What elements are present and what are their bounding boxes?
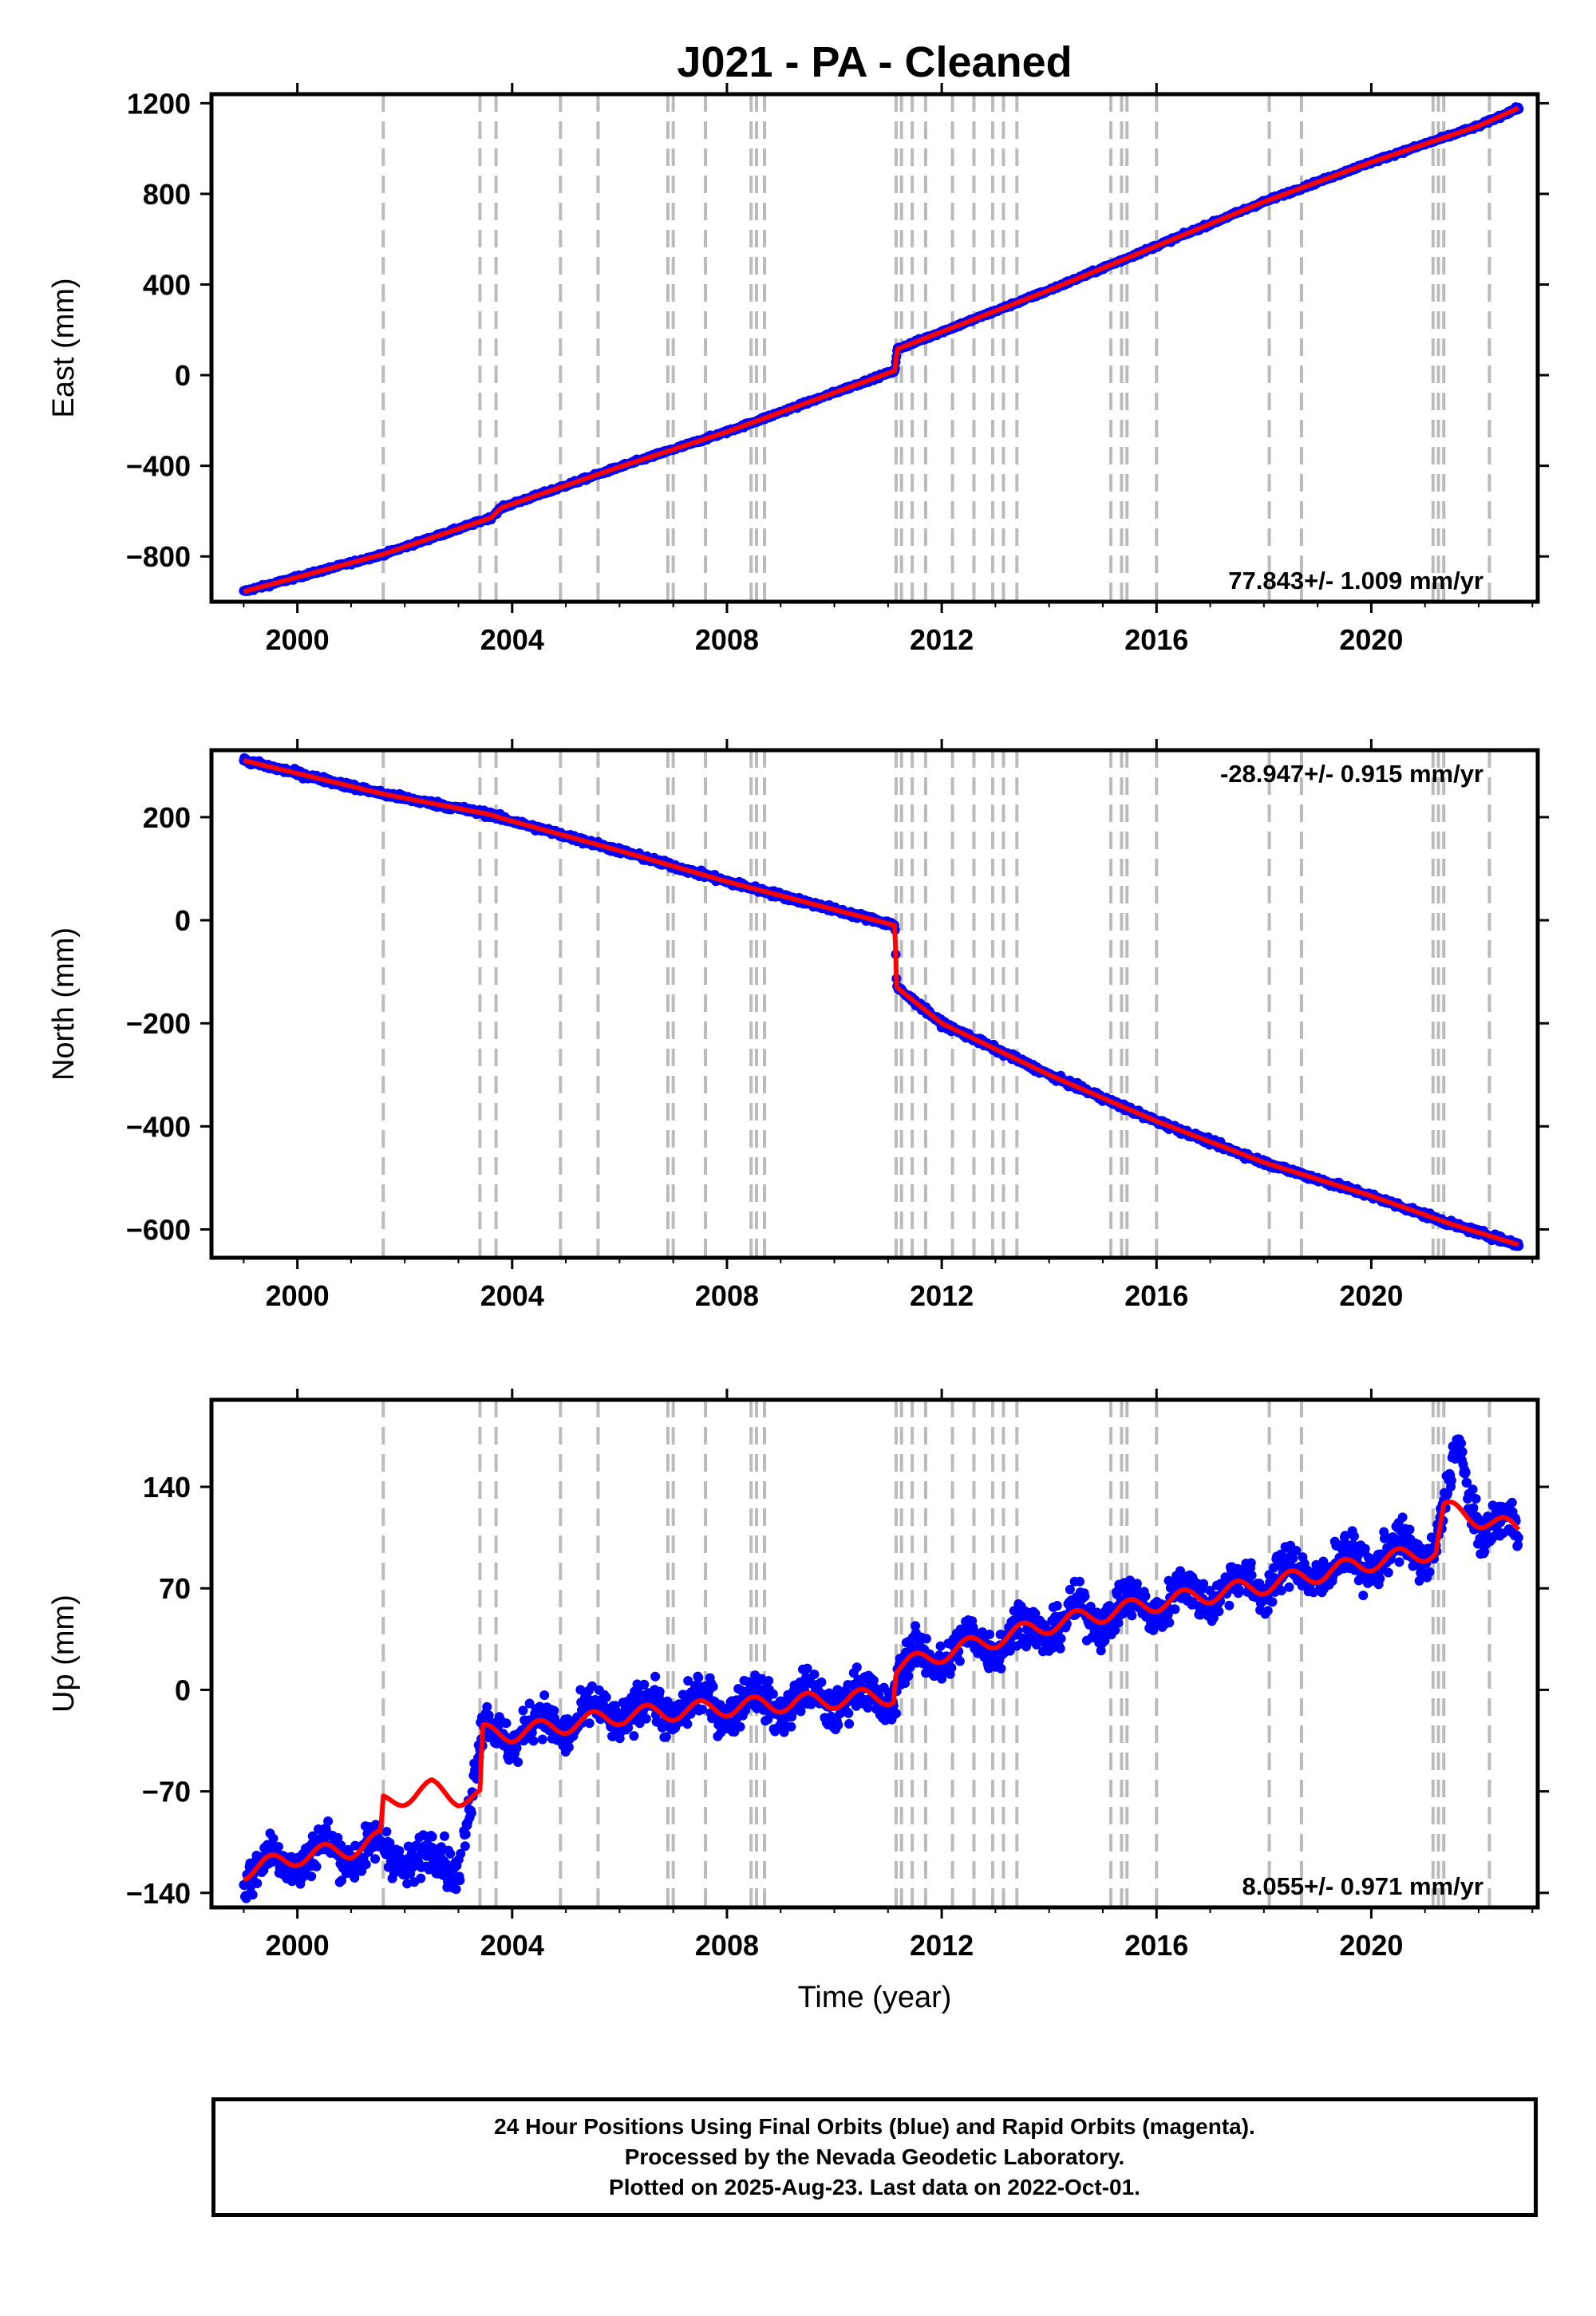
data-point [416, 1873, 426, 1883]
data-point [460, 1841, 470, 1852]
data-point [482, 1701, 492, 1712]
x-tick-label: 2004 [480, 1279, 544, 1312]
north-panel: 2000 2004 2008 2012 2016 2020 −600 −400 −200 0 200… [47, 739, 1549, 1312]
data-point [693, 1673, 704, 1683]
data-point [661, 1732, 671, 1742]
data-point [682, 1719, 693, 1729]
data-point [445, 1848, 456, 1859]
data-point [639, 1679, 650, 1690]
plot-frame [209, 92, 1540, 604]
data-point [764, 1676, 774, 1686]
data-point [252, 1878, 263, 1888]
data-point [584, 1718, 595, 1729]
rate-annotation: -28.947+/- 0.915 mm/yr [1220, 760, 1483, 788]
data-point [455, 1875, 465, 1886]
y-tick-label: 200 [143, 801, 191, 834]
east-panel: 2000 2004 2008 2012 2016 2020 −800 −400 0 400 800 1… [47, 83, 1549, 656]
y-axis-label: North (mm) [47, 927, 81, 1081]
x-tick-label: 2020 [1339, 623, 1403, 656]
data-point [735, 1721, 745, 1732]
data-points [239, 753, 1524, 1251]
data-point [539, 1690, 550, 1701]
y-tick-label: 400 [143, 269, 191, 302]
y-tick-label: −400 [126, 450, 191, 483]
x-tick-label: 2016 [1124, 1279, 1188, 1312]
x-tick-label: 2016 [1124, 623, 1188, 656]
x-tick-label: 2012 [910, 1279, 974, 1312]
data-point [601, 1692, 611, 1702]
x-tick-label: 2000 [266, 623, 330, 656]
data-point [440, 1831, 449, 1841]
data-point [537, 1734, 547, 1745]
y-tick-label: 800 [143, 178, 191, 211]
data-point [697, 1705, 707, 1714]
figure-title: J021 - PA - Cleaned [677, 38, 1072, 86]
y-tick-label: −600 [126, 1213, 191, 1246]
data-point [629, 1731, 639, 1741]
x-tick-label: 2008 [695, 623, 759, 656]
data-point [641, 1713, 651, 1724]
data-point [323, 1816, 334, 1826]
data-point [381, 1827, 392, 1837]
x-tick-label: 2008 [695, 1279, 759, 1312]
y-tick-label: 0 [175, 904, 191, 937]
data-point [274, 1842, 283, 1852]
data-point [370, 1854, 381, 1864]
y-tick-label: −400 [126, 1110, 191, 1143]
y-tick-label: −800 [126, 540, 191, 573]
data-point [460, 1829, 471, 1840]
data-points [239, 1434, 1523, 1903]
model-line [242, 757, 1520, 1247]
data-point [528, 1736, 539, 1746]
data-point [451, 1884, 461, 1895]
up-panel: 2000 2004 2008 2012 2016 2020−140−70070140Up … [47, 1389, 1549, 1962]
data-point [306, 1871, 317, 1882]
data-point [501, 1718, 512, 1729]
data-point [268, 1833, 279, 1844]
rate-annotation: 77.843+/- 1.009 mm/yr [1228, 567, 1483, 595]
data-point [513, 1757, 523, 1767]
data-point [512, 1743, 522, 1753]
data-point [361, 1860, 371, 1870]
data-point [311, 1861, 322, 1871]
data-point [768, 1689, 778, 1699]
x-tick-label: 2000 [266, 1279, 330, 1312]
y-axis-label: East (mm) [47, 278, 81, 417]
y-tick-label: 1200 [127, 87, 191, 120]
x-tick-label: 2020 [1339, 1279, 1403, 1312]
x-tick-label: 2004 [480, 623, 544, 656]
data-point [518, 1705, 528, 1716]
x-tick-label: 2012 [910, 623, 974, 656]
data-point [708, 1682, 718, 1692]
data-point [654, 1686, 665, 1697]
data-point [247, 1890, 258, 1900]
data-point [427, 1832, 437, 1842]
model-line [242, 105, 1520, 595]
data-point [650, 1671, 661, 1682]
y-tick-label: 0 [175, 359, 191, 392]
data-point [466, 1808, 476, 1818]
y-tick-label: −200 [126, 1007, 191, 1040]
